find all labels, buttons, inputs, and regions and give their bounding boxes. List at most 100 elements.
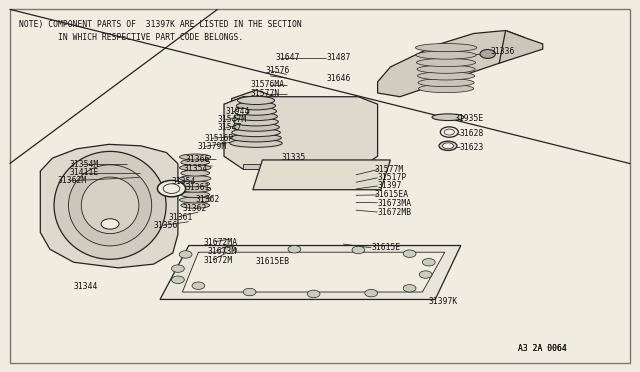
Text: 31354: 31354: [172, 177, 196, 186]
Text: 31362: 31362: [182, 204, 207, 213]
Circle shape: [307, 290, 320, 298]
Text: 31361: 31361: [169, 213, 193, 222]
Text: 31672MA: 31672MA: [204, 238, 237, 247]
Text: 31576MA: 31576MA: [251, 80, 285, 89]
Text: 31397K: 31397K: [429, 297, 458, 306]
Text: 31944: 31944: [226, 107, 250, 116]
Text: 31354M: 31354M: [69, 160, 99, 169]
Circle shape: [157, 180, 186, 197]
Polygon shape: [232, 90, 280, 145]
Text: 31547M: 31547M: [218, 115, 247, 124]
Text: 31647: 31647: [275, 53, 300, 62]
Ellipse shape: [237, 96, 275, 105]
Ellipse shape: [81, 177, 139, 234]
Text: 31362: 31362: [195, 195, 220, 204]
Ellipse shape: [179, 154, 211, 160]
Circle shape: [444, 129, 454, 135]
Polygon shape: [224, 97, 378, 169]
Polygon shape: [243, 164, 358, 169]
Ellipse shape: [236, 107, 276, 115]
Circle shape: [422, 259, 435, 266]
Text: A3 2A 0064: A3 2A 0064: [518, 344, 567, 353]
Circle shape: [243, 288, 256, 296]
Text: 31673MA: 31673MA: [378, 199, 412, 208]
Text: 31366: 31366: [186, 155, 210, 164]
Ellipse shape: [235, 108, 249, 115]
Text: 31516P: 31516P: [205, 134, 234, 143]
Circle shape: [403, 285, 416, 292]
Text: 31577M: 31577M: [374, 165, 404, 174]
Ellipse shape: [416, 51, 476, 59]
Text: 31672MB: 31672MB: [378, 208, 412, 217]
Ellipse shape: [179, 165, 211, 171]
Circle shape: [365, 289, 378, 297]
Ellipse shape: [419, 84, 474, 93]
Ellipse shape: [180, 181, 210, 187]
Text: 31356: 31356: [154, 221, 178, 230]
Ellipse shape: [230, 139, 282, 147]
Text: 31354: 31354: [183, 164, 207, 173]
Circle shape: [192, 282, 205, 289]
Ellipse shape: [68, 165, 152, 246]
Text: A3 2A 0064: A3 2A 0064: [518, 344, 567, 353]
Circle shape: [419, 271, 432, 278]
Ellipse shape: [180, 202, 210, 208]
Text: 31335: 31335: [282, 153, 306, 162]
Polygon shape: [378, 31, 525, 97]
Circle shape: [288, 246, 301, 253]
Circle shape: [352, 246, 365, 254]
Ellipse shape: [443, 143, 453, 149]
Circle shape: [172, 276, 184, 283]
Ellipse shape: [417, 72, 475, 80]
Polygon shape: [182, 252, 445, 292]
Text: 31397: 31397: [378, 182, 402, 190]
Text: IN WHICH RESPECTIVE PART CODE BELONGS.: IN WHICH RESPECTIVE PART CODE BELONGS.: [19, 33, 243, 42]
Ellipse shape: [417, 65, 475, 73]
Text: 31628: 31628: [460, 129, 484, 138]
Text: 31576: 31576: [266, 66, 290, 75]
Ellipse shape: [415, 44, 477, 52]
Ellipse shape: [234, 118, 278, 126]
Text: 31623: 31623: [460, 143, 484, 152]
Ellipse shape: [179, 176, 211, 182]
Text: 31361: 31361: [186, 183, 210, 192]
Polygon shape: [10, 9, 630, 363]
Ellipse shape: [439, 141, 457, 150]
Circle shape: [480, 49, 495, 58]
Ellipse shape: [180, 170, 210, 176]
Text: 31411E: 31411E: [69, 168, 99, 177]
Text: 31487: 31487: [326, 53, 351, 62]
Polygon shape: [40, 144, 178, 268]
Ellipse shape: [101, 219, 119, 229]
Circle shape: [440, 127, 458, 137]
Text: 31547: 31547: [218, 124, 242, 132]
Text: 31615EA: 31615EA: [374, 190, 408, 199]
Polygon shape: [499, 31, 543, 63]
Text: 31344: 31344: [74, 282, 98, 291]
Circle shape: [163, 184, 180, 193]
Polygon shape: [253, 160, 390, 190]
Ellipse shape: [233, 123, 280, 131]
Ellipse shape: [432, 114, 464, 121]
Ellipse shape: [237, 102, 275, 110]
Ellipse shape: [180, 192, 210, 198]
Ellipse shape: [235, 112, 278, 121]
Text: NOTE) COMPONENT PARTS OF  31397K ARE LISTED IN THE SECTION: NOTE) COMPONENT PARTS OF 31397K ARE LIST…: [19, 20, 302, 29]
Circle shape: [172, 265, 184, 272]
Text: 31517P: 31517P: [378, 173, 407, 182]
Text: 31935E: 31935E: [454, 114, 484, 123]
Text: 31615EB: 31615EB: [256, 257, 290, 266]
Circle shape: [224, 246, 237, 254]
Text: 31673M: 31673M: [208, 247, 237, 256]
Ellipse shape: [54, 151, 166, 259]
Ellipse shape: [232, 128, 280, 137]
Text: 31379M: 31379M: [197, 142, 227, 151]
Ellipse shape: [179, 197, 211, 203]
Ellipse shape: [180, 159, 210, 165]
Polygon shape: [160, 246, 461, 299]
Ellipse shape: [231, 134, 282, 142]
Circle shape: [179, 251, 192, 258]
Ellipse shape: [179, 186, 211, 192]
Text: 31646: 31646: [326, 74, 351, 83]
Text: 31336: 31336: [490, 47, 515, 56]
